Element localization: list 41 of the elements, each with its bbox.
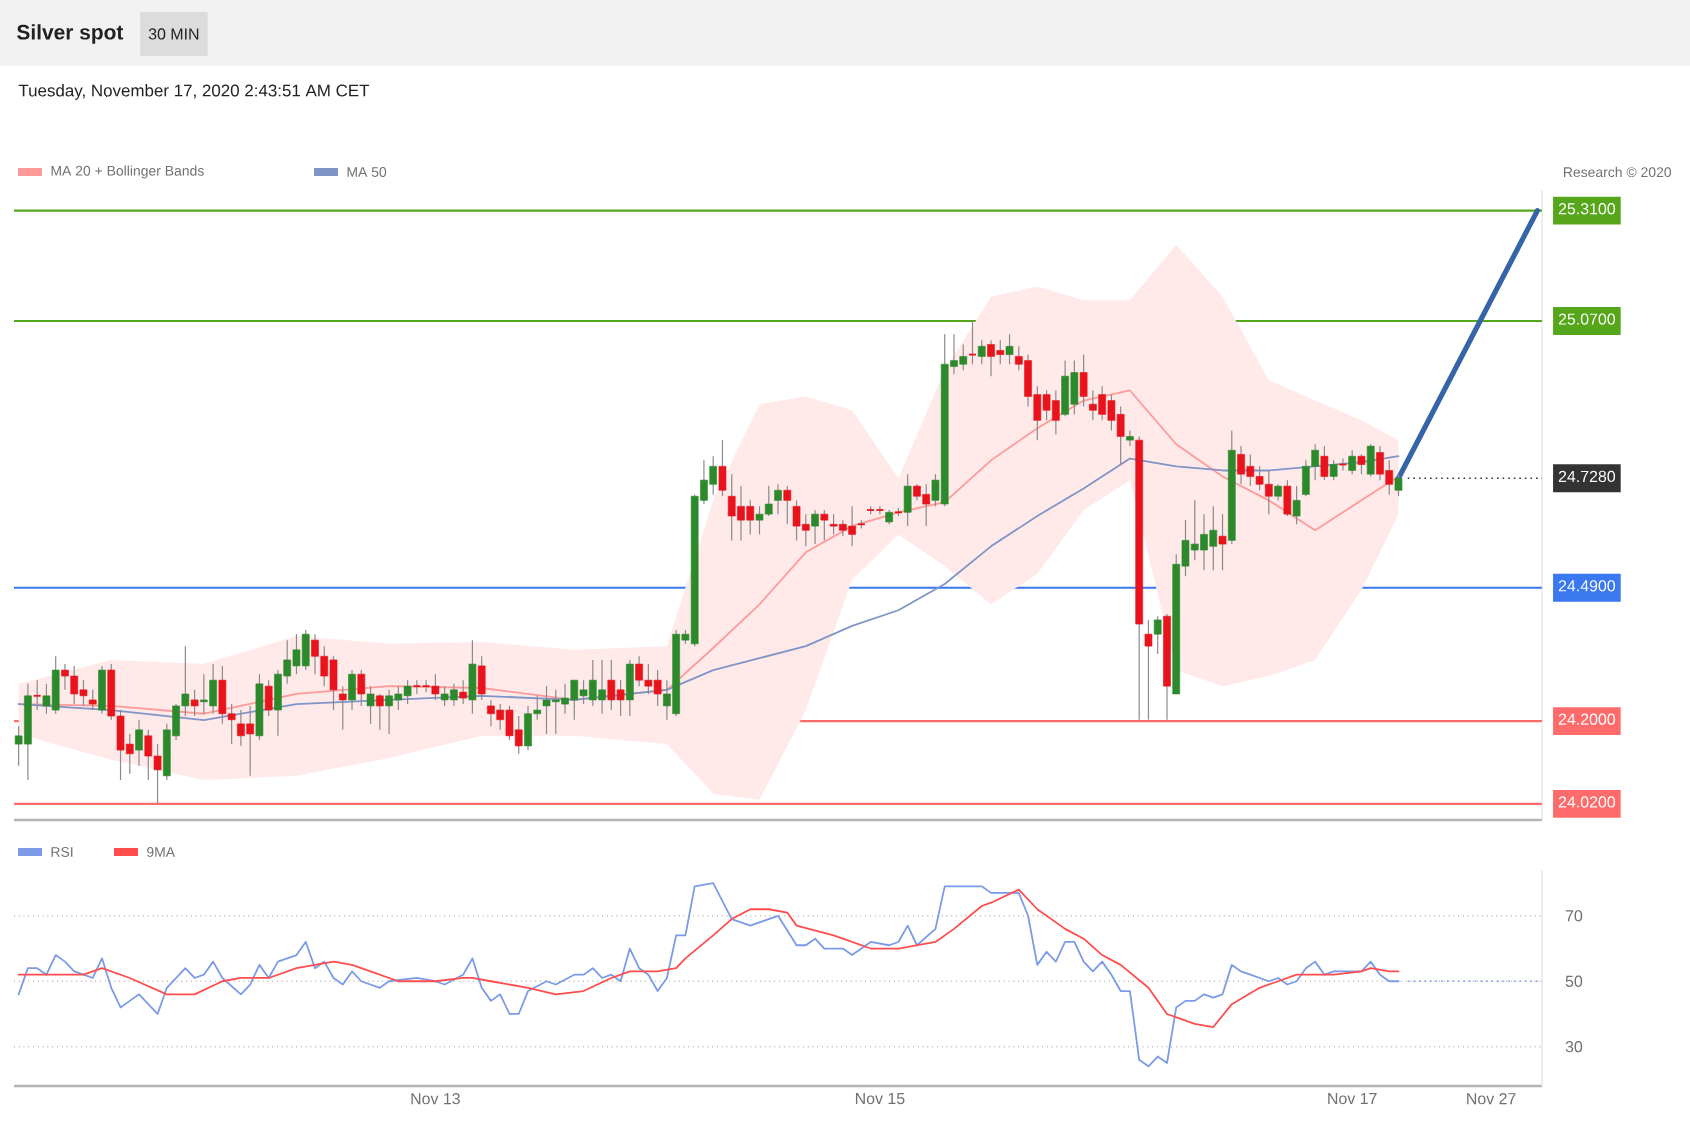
candlestick bbox=[98, 665, 106, 715]
candlestick bbox=[903, 473, 912, 527]
chart-title: Silver spot bbox=[17, 24, 124, 44]
candlestick bbox=[1357, 453, 1366, 475]
candlestick bbox=[1348, 449, 1356, 475]
candlestick bbox=[1292, 485, 1301, 525]
candlestick bbox=[820, 509, 829, 541]
candlestick bbox=[774, 483, 782, 515]
candlestick bbox=[264, 679, 273, 717]
candlestick bbox=[468, 639, 477, 715]
candlestick bbox=[1005, 333, 1014, 365]
candlestick bbox=[348, 669, 356, 711]
candlestick bbox=[977, 339, 986, 365]
candlestick bbox=[1144, 619, 1153, 721]
candlestick bbox=[1126, 429, 1134, 447]
candlestick bbox=[366, 685, 375, 725]
candlestick bbox=[811, 509, 819, 545]
candlestick bbox=[32, 679, 42, 711]
candlestick bbox=[718, 439, 727, 497]
candlestick bbox=[1218, 513, 1227, 571]
candlestick bbox=[376, 693, 384, 731]
candlestick bbox=[626, 659, 634, 717]
candlestick bbox=[459, 679, 467, 705]
candlestick bbox=[338, 685, 347, 731]
candlestick bbox=[875, 505, 885, 515]
candlestick bbox=[1329, 459, 1338, 481]
candlestick bbox=[477, 655, 486, 701]
candlestick bbox=[783, 485, 792, 525]
candlestick bbox=[1283, 479, 1292, 517]
candlestick bbox=[431, 673, 440, 701]
chart-subtitle: Tuesday, November 17, 2020 2:43:51 AM CET bbox=[18, 84, 370, 100]
candlestick bbox=[88, 689, 97, 711]
candlestick bbox=[1320, 445, 1329, 481]
candlestick bbox=[1079, 354, 1088, 408]
candlestick bbox=[135, 719, 143, 767]
candlestick bbox=[412, 679, 422, 695]
candlestick bbox=[1394, 473, 1403, 497]
candlestick bbox=[1366, 443, 1375, 478]
candlestick bbox=[1153, 615, 1162, 655]
candlestick bbox=[190, 689, 199, 717]
candlestick bbox=[357, 669, 366, 707]
